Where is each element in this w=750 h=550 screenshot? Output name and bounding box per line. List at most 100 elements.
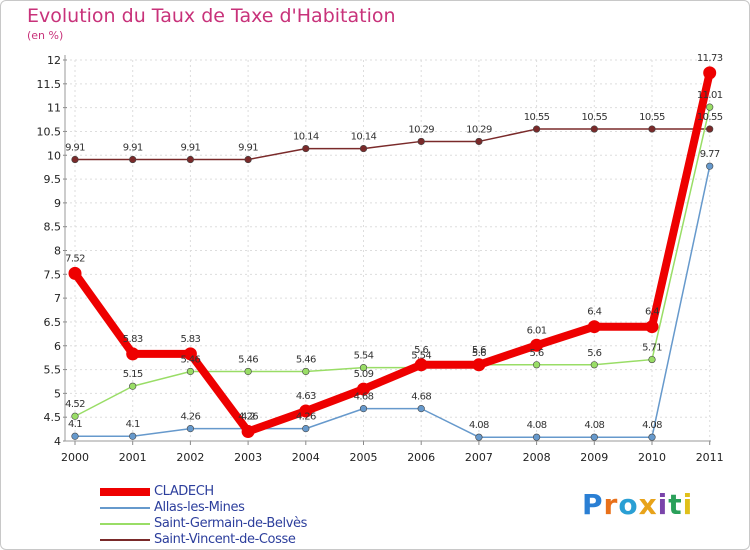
data-label-saint-germain-de-belves: 5.6 xyxy=(587,348,601,359)
data-label-saint-germain-de-belves: 4.52 xyxy=(65,399,85,410)
y-tick-label: 6.5 xyxy=(44,316,62,329)
y-tick-label: 9 xyxy=(54,197,61,210)
y-tick-label: 11.5 xyxy=(37,78,62,91)
data-label-cladech: 6.4 xyxy=(587,307,601,318)
logo-letter: r xyxy=(603,488,619,521)
logo-letter: i xyxy=(682,488,694,521)
series-line-saint-germain-de-belves xyxy=(74,106,711,417)
y-tick-label: 8.5 xyxy=(44,221,62,234)
data-label-saint-vincent-de-cosse: 10.55 xyxy=(524,112,550,123)
x-tick-label: 2005 xyxy=(350,451,378,464)
point-allas-les-mines xyxy=(417,405,425,413)
data-label-cladech: 6.4 xyxy=(645,307,659,318)
data-label-saint-vincent-de-cosse: 10.55 xyxy=(639,112,665,123)
chart-subtitle: (en %) xyxy=(27,29,64,42)
chart-title: Evolution du Taux de Taxe d'Habitation xyxy=(27,5,396,27)
point-allas-les-mines xyxy=(648,433,656,441)
point-saint-vincent-de-cosse xyxy=(706,125,714,133)
data-label-allas-les-mines: 4.26 xyxy=(238,412,258,423)
point-saint-vincent-de-cosse xyxy=(359,144,368,153)
data-label-cladech: 5.09 xyxy=(354,369,374,380)
logo-letter: o xyxy=(618,488,639,521)
point-cladech xyxy=(126,347,140,361)
point-cladech xyxy=(414,358,428,372)
point-saint-vincent-de-cosse xyxy=(590,125,598,133)
data-label-saint-germain-de-belves: 11.01 xyxy=(697,90,723,101)
data-label-allas-les-mines: 4.1 xyxy=(126,419,140,430)
y-tick-label: 7 xyxy=(54,292,61,305)
data-label-saint-vincent-de-cosse: 10.14 xyxy=(293,132,319,143)
y-tick-label: 12 xyxy=(47,54,61,67)
x-tick-label: 2006 xyxy=(407,451,435,464)
data-label-allas-les-mines: 4.08 xyxy=(527,420,547,431)
legend-swatch xyxy=(100,523,150,525)
logo-letter: P xyxy=(582,488,604,521)
point-allas-les-mines xyxy=(590,433,598,441)
x-tick-label: 2011 xyxy=(696,451,724,464)
data-label-allas-les-mines: 4.26 xyxy=(296,412,316,423)
data-label-cladech: 5.6 xyxy=(472,345,486,356)
data-label-saint-vincent-de-cosse: 9.91 xyxy=(180,143,200,154)
data-label-allas-les-mines: 4.08 xyxy=(642,420,662,431)
point-cladech xyxy=(183,347,197,361)
data-label-cladech: 4.2 xyxy=(241,411,255,422)
x-tick-label: 2007 xyxy=(465,451,493,464)
point-allas-les-mines xyxy=(129,432,137,440)
point-saint-germain-de-belves xyxy=(590,361,598,369)
legend-swatch xyxy=(100,507,150,509)
x-tick-label: 2008 xyxy=(523,451,551,464)
point-saint-vincent-de-cosse xyxy=(186,155,194,164)
series-line-allas-les-mines xyxy=(75,166,711,438)
data-label-allas-les-mines: 9.77 xyxy=(700,149,720,160)
data-label-saint-germain-de-belves: 5.6 xyxy=(530,348,544,359)
point-saint-germain-de-belves xyxy=(129,382,137,390)
data-label-saint-germain-de-belves: 5.6 xyxy=(472,348,486,359)
data-label-allas-les-mines: 4.1 xyxy=(68,419,82,430)
data-label-cladech: 5.6 xyxy=(414,345,428,356)
legend-swatch xyxy=(100,488,150,496)
y-tick-label: 11 xyxy=(47,102,61,115)
x-tick-label: 2000 xyxy=(61,451,89,464)
data-label-cladech: 11.73 xyxy=(697,53,723,64)
point-cladech xyxy=(645,320,659,334)
data-labels: 7.52 5.83 5.83 4.2 4.63 5.09 5.6 5.6 6.01 6.4 6.4 1… xyxy=(65,53,723,431)
data-label-saint-germain-de-belves: 5.46 xyxy=(296,354,316,365)
point-cladech xyxy=(299,404,313,418)
y-tick-label: 7.5 xyxy=(44,268,62,281)
point-saint-vincent-de-cosse xyxy=(71,155,79,164)
point-saint-vincent-de-cosse xyxy=(648,125,656,133)
logo-letter: i xyxy=(657,488,669,521)
point-allas-les-mines xyxy=(475,433,483,441)
y-tick-label: 5.5 xyxy=(44,364,62,377)
y-tick-label: 9.5 xyxy=(44,173,62,186)
point-saint-germain-de-belves xyxy=(186,367,194,376)
data-label-cladech: 6.01 xyxy=(527,325,547,336)
legend-label: Saint-Vincent-de-Cosse xyxy=(154,532,296,547)
data-label-cladech: 7.52 xyxy=(65,253,85,264)
data-label-allas-les-mines: 4.08 xyxy=(584,420,604,431)
point-saint-vincent-de-cosse xyxy=(302,144,310,153)
point-saint-vincent-de-cosse xyxy=(475,137,483,146)
data-label-saint-vincent-de-cosse: 10.55 xyxy=(581,112,607,123)
y-tick-label: 10 xyxy=(47,149,61,162)
y-tick-label: 10.5 xyxy=(37,125,62,138)
data-label-saint-vincent-de-cosse: 10.29 xyxy=(408,124,434,135)
point-cladech xyxy=(68,266,82,280)
data-label-cladech: 5.83 xyxy=(123,334,143,345)
point-allas-les-mines xyxy=(186,425,194,433)
data-label-saint-vincent-de-cosse: 9.91 xyxy=(123,143,143,154)
data-label-allas-les-mines: 4.08 xyxy=(469,420,489,431)
y-tick-label: 8 xyxy=(54,245,61,258)
x-tick-label: 2004 xyxy=(292,451,320,464)
point-cladech xyxy=(472,358,486,372)
series-lines xyxy=(68,66,717,441)
point-allas-les-mines xyxy=(706,162,714,170)
point-saint-germain-de-belves xyxy=(706,103,714,111)
data-label-allas-les-mines: 4.68 xyxy=(354,392,374,403)
data-label-saint-vincent-de-cosse: 9.91 xyxy=(65,143,85,154)
logo-letter: x xyxy=(638,488,658,521)
data-label-saint-germain-de-belves: 5.54 xyxy=(354,351,374,362)
x-tick-label: 2010 xyxy=(638,451,666,464)
point-saint-germain-de-belves xyxy=(71,412,79,420)
legend-label: CLADECH xyxy=(154,484,214,499)
